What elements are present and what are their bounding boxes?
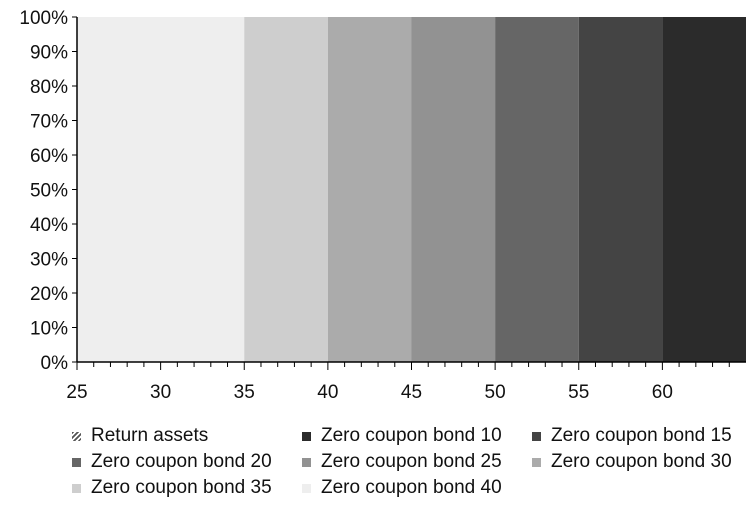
legend-swatch (302, 457, 311, 467)
y-tick-label: 70% (30, 112, 68, 133)
legend-item: Zero coupon bond 10 (302, 424, 532, 448)
legend-swatch (72, 483, 81, 493)
legend-label: Zero coupon bond 30 (551, 451, 732, 472)
legend-label: Return assets (91, 425, 209, 446)
legend-item: Zero coupon bond 40 (302, 476, 532, 500)
legend-item: Zero coupon bond 30 (532, 450, 746, 474)
legend-swatch (302, 431, 311, 441)
y-tick-label: 90% (30, 43, 68, 64)
y-tick-label: 0% (41, 353, 69, 374)
area-segment-zero-coupon-bond-20 (495, 17, 579, 362)
legend-label: Zero coupon bond 35 (91, 477, 272, 498)
area-segment-zero-coupon-bond-15 (578, 17, 663, 362)
y-tick-label: 30% (30, 250, 68, 271)
area-segment-zero-coupon-bond-10 (662, 17, 746, 362)
legend-item: Zero coupon bond 20 (72, 450, 302, 474)
y-axis-ticks: 0% 10% 20% 30% 40% 50% 60% 70% 80% 90% 100% (19, 8, 77, 374)
x-tick-label: 25 (66, 382, 87, 403)
x-tick-label: 30 (150, 382, 171, 403)
area-segment-zero-coupon-bond-25 (411, 17, 496, 362)
legend-item: Zero coupon bond 35 (72, 476, 302, 500)
legend-label: Zero coupon bond 40 (321, 477, 502, 498)
legend-swatch (302, 483, 311, 493)
legend: Return assets Zero coupon bond 10 Zero cou… (72, 424, 746, 500)
area-segment-zero-coupon-bond-30 (327, 17, 412, 362)
legend-label: Zero coupon bond 15 (551, 425, 732, 446)
x-tick-label: 55 (568, 382, 589, 403)
x-tick-label: 35 (234, 382, 255, 403)
legend-swatch (72, 457, 81, 467)
area-segment-zero-coupon-bond-40 (77, 17, 245, 362)
legend-label: Zero coupon bond 20 (91, 451, 272, 472)
legend-label: Zero coupon bond 25 (321, 451, 502, 472)
y-tick-label: 20% (30, 284, 68, 305)
legend-label: Zero coupon bond 10 (321, 425, 502, 446)
legend-item: Zero coupon bond 25 (302, 450, 532, 474)
x-axis-ticks: 25 30 35 40 45 50 55 60 (66, 362, 730, 403)
x-tick-label: 60 (652, 382, 673, 403)
legend-swatch (532, 431, 541, 441)
x-tick-label: 45 (401, 382, 422, 403)
legend-item: Zero coupon bond 15 (532, 424, 746, 448)
legend-swatch (532, 457, 541, 467)
y-tick-label: 50% (30, 181, 68, 202)
x-tick-label: 50 (485, 382, 506, 403)
chart: 0% 10% 20% 30% 40% 50% 60% 70% 80% 90% 100% 25 30 35… (19, 8, 746, 403)
y-tick-label: 10% (30, 319, 68, 340)
y-tick-label: 60% (30, 146, 68, 167)
y-tick-label: 100% (19, 8, 68, 29)
legend-swatch (72, 431, 81, 441)
area-segment-zero-coupon-bond-35 (244, 17, 328, 362)
y-tick-label: 40% (30, 215, 68, 236)
legend-item: Return assets (72, 424, 302, 448)
area-series-group (77, 17, 746, 362)
y-tick-label: 80% (30, 77, 68, 98)
x-tick-label: 40 (317, 382, 338, 403)
